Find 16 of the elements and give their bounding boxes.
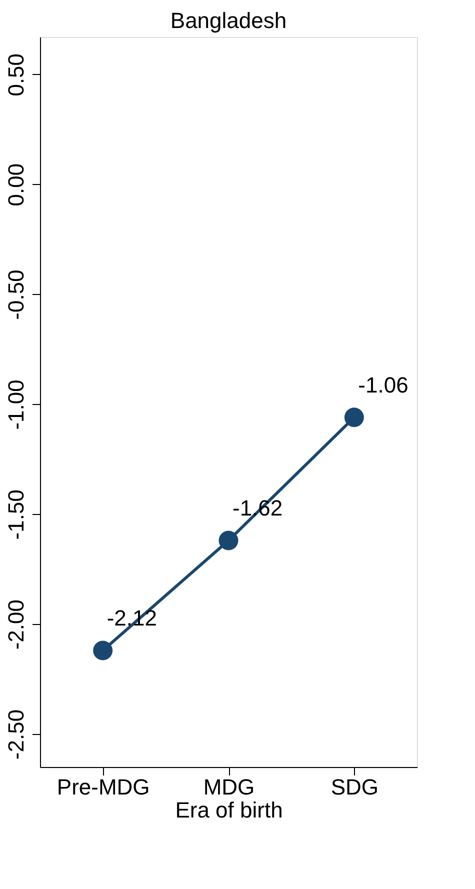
y-tick-label: -0.50	[4, 270, 28, 320]
data-label: -1.06	[358, 372, 408, 398]
y-tick-label: -2.50	[4, 709, 28, 760]
point	[344, 408, 364, 428]
point	[93, 640, 113, 660]
y-tick-label: -1.50	[4, 490, 28, 540]
y-tick-label: 0.50	[4, 53, 28, 96]
point	[218, 530, 238, 550]
y-tick-label: -1.00	[4, 380, 28, 430]
y-tick-label: 0.00	[4, 163, 28, 206]
x-axis-title: Era of birth	[175, 798, 283, 822]
x-tick-label: Pre-MDG	[56, 774, 150, 800]
x-tick-label: MDG	[203, 774, 255, 800]
y-tick-label: -2.00	[4, 600, 28, 650]
x-tick-label: SDG	[330, 774, 379, 800]
chart-title: Bangladesh	[170, 8, 287, 33]
